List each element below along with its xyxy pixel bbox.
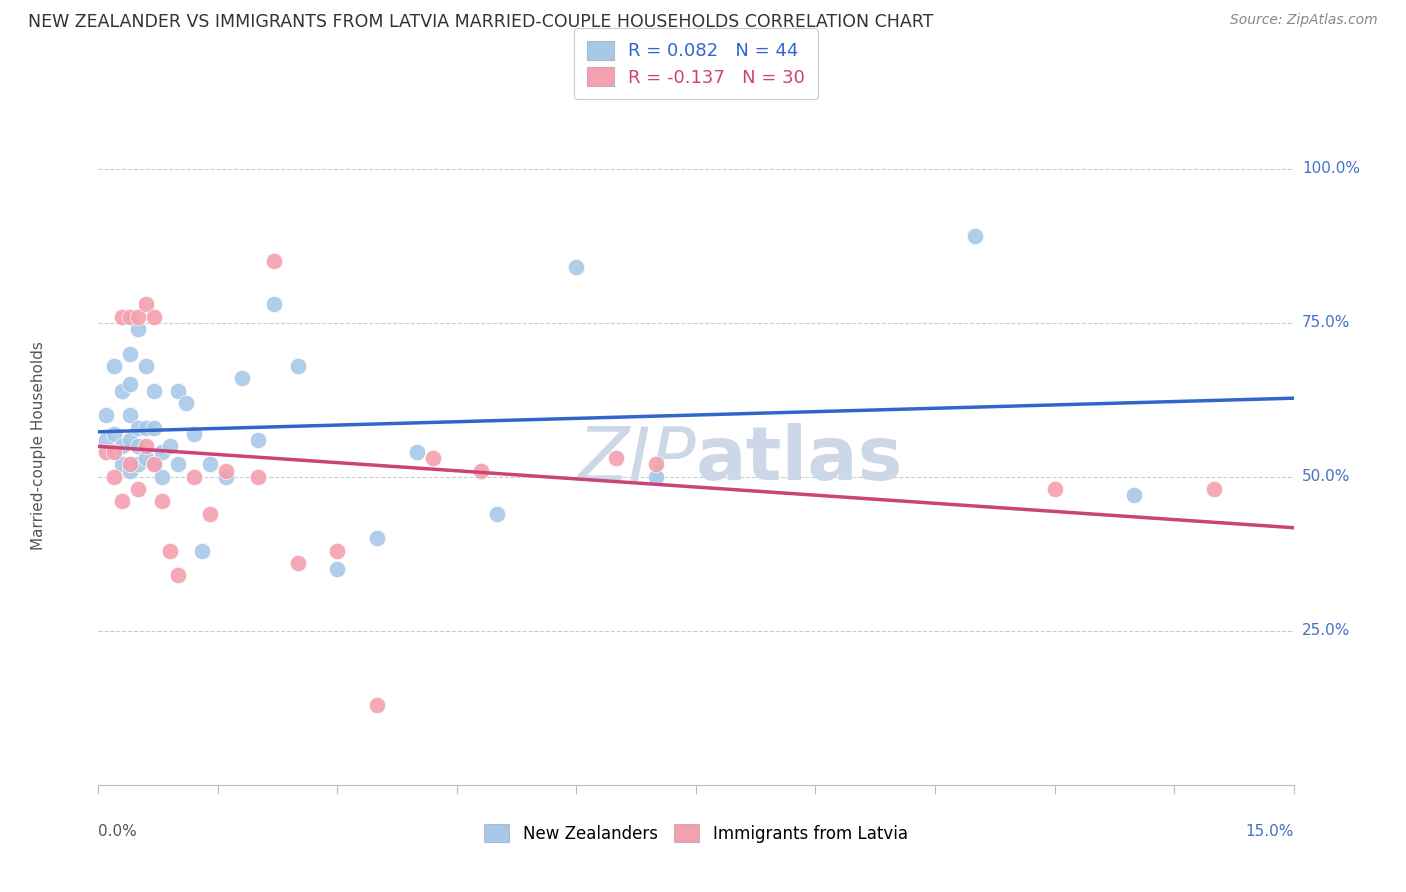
Point xyxy=(406,445,429,459)
Point xyxy=(215,464,238,478)
Point xyxy=(103,470,125,484)
Point xyxy=(191,543,214,558)
Point xyxy=(645,458,668,472)
Point xyxy=(231,371,253,385)
Point xyxy=(120,464,142,478)
Point xyxy=(422,451,444,466)
Text: Married-couple Households: Married-couple Households xyxy=(31,342,46,550)
Point xyxy=(120,458,142,472)
Point xyxy=(198,507,221,521)
Point xyxy=(366,532,388,546)
Text: Source: ZipAtlas.com: Source: ZipAtlas.com xyxy=(1230,13,1378,28)
Point xyxy=(150,494,173,508)
Point xyxy=(183,470,205,484)
Point xyxy=(127,322,149,336)
Point xyxy=(135,439,157,453)
Text: 25.0%: 25.0% xyxy=(1302,624,1350,639)
Point xyxy=(287,556,309,570)
Point xyxy=(174,396,197,410)
Point xyxy=(127,310,149,324)
Point xyxy=(143,420,166,434)
Point xyxy=(963,229,986,244)
Point xyxy=(150,445,173,459)
Point xyxy=(127,482,149,496)
Point xyxy=(143,310,166,324)
Point xyxy=(167,384,190,398)
Text: 100.0%: 100.0% xyxy=(1302,161,1360,176)
Point xyxy=(167,568,190,582)
Point xyxy=(215,470,238,484)
Point xyxy=(263,297,285,311)
Point xyxy=(485,507,508,521)
Point xyxy=(96,433,118,447)
Point xyxy=(111,384,134,398)
Point xyxy=(135,451,157,466)
Point xyxy=(103,445,125,459)
Point xyxy=(246,470,269,484)
Point xyxy=(103,359,125,373)
Text: 50.0%: 50.0% xyxy=(1302,469,1350,484)
Point xyxy=(150,470,173,484)
Point xyxy=(565,260,588,275)
Point xyxy=(127,458,149,472)
Point xyxy=(246,433,269,447)
Text: ZIP: ZIP xyxy=(578,424,696,496)
Point xyxy=(127,439,149,453)
Point xyxy=(326,562,349,576)
Point xyxy=(183,426,205,441)
Point xyxy=(159,439,181,453)
Point xyxy=(1123,488,1146,502)
Point xyxy=(1043,482,1066,496)
Legend: New Zealanders, Immigrants from Latvia: New Zealanders, Immigrants from Latvia xyxy=(477,816,915,851)
Text: NEW ZEALANDER VS IMMIGRANTS FROM LATVIA MARRIED-COUPLE HOUSEHOLDS CORRELATION CH: NEW ZEALANDER VS IMMIGRANTS FROM LATVIA … xyxy=(28,13,934,31)
Point xyxy=(263,254,285,268)
Point xyxy=(103,426,125,441)
Point xyxy=(605,451,627,466)
Point xyxy=(127,420,149,434)
Point xyxy=(111,458,134,472)
Point xyxy=(143,458,166,472)
Point xyxy=(111,439,134,453)
Point xyxy=(135,359,157,373)
Point xyxy=(287,359,309,373)
Point xyxy=(1202,482,1225,496)
Point xyxy=(120,433,142,447)
Point xyxy=(120,408,142,422)
Point xyxy=(645,470,668,484)
Point xyxy=(120,346,142,360)
Point xyxy=(470,464,492,478)
Text: 15.0%: 15.0% xyxy=(1246,824,1294,838)
Point xyxy=(366,698,388,712)
Point xyxy=(120,377,142,392)
Text: atlas: atlas xyxy=(696,423,903,496)
Point xyxy=(167,458,190,472)
Point xyxy=(326,543,349,558)
Point xyxy=(96,408,118,422)
Point xyxy=(96,445,118,459)
Point xyxy=(135,297,157,311)
Point xyxy=(120,310,142,324)
Point xyxy=(111,310,134,324)
Text: 0.0%: 0.0% xyxy=(98,824,138,838)
Point xyxy=(198,458,221,472)
Text: 75.0%: 75.0% xyxy=(1302,315,1350,330)
Point xyxy=(143,384,166,398)
Point xyxy=(135,420,157,434)
Point xyxy=(111,494,134,508)
Point xyxy=(143,458,166,472)
Point xyxy=(159,543,181,558)
